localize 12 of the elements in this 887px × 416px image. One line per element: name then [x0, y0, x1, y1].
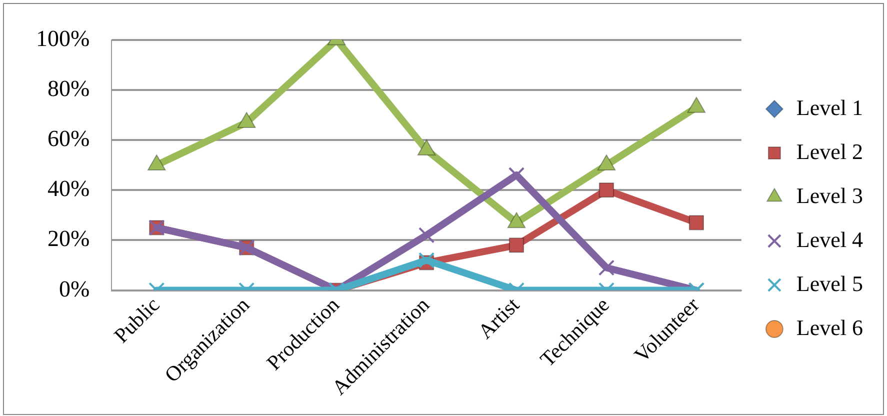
legend-label: Level 5: [796, 270, 864, 296]
legend-label: Level 2: [796, 138, 864, 164]
legend-label: Level 4: [796, 226, 864, 252]
y-tick-label: 20%: [47, 226, 90, 252]
y-tick-label: 0%: [58, 276, 90, 302]
y-tick-label: 60%: [47, 126, 90, 152]
legend-label: Level 6: [796, 314, 864, 340]
legend-label: Level 1: [796, 94, 864, 120]
legend-label: Level 3: [796, 182, 864, 208]
y-tick-label: 80%: [47, 76, 90, 101]
y-tick-label: 40%: [47, 176, 90, 202]
y-tick-label: 100%: [36, 26, 90, 51]
